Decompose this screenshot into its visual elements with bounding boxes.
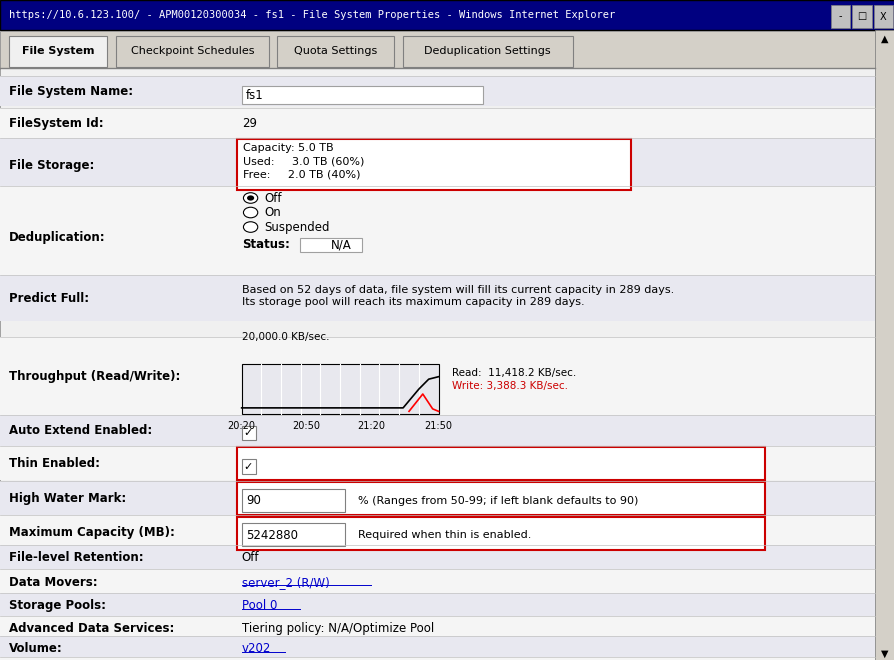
FancyBboxPatch shape xyxy=(0,415,874,446)
Text: Read:  11,418.2 KB/sec.: Read: 11,418.2 KB/sec. xyxy=(451,368,576,378)
Text: FileSystem Id:: FileSystem Id: xyxy=(9,117,104,130)
Text: File System: File System xyxy=(21,46,95,57)
Text: Off: Off xyxy=(264,191,282,205)
Text: % (Ranges from 50-99; if left blank defaults to 90): % (Ranges from 50-99; if left blank defa… xyxy=(358,496,637,506)
FancyBboxPatch shape xyxy=(0,68,874,660)
Text: Off: Off xyxy=(241,551,259,564)
Text: Quota Settings: Quota Settings xyxy=(293,46,377,57)
FancyBboxPatch shape xyxy=(0,138,874,192)
FancyBboxPatch shape xyxy=(0,569,874,595)
Text: High Water Mark:: High Water Mark: xyxy=(9,492,126,505)
Text: Suspended: Suspended xyxy=(264,220,329,234)
FancyBboxPatch shape xyxy=(0,515,874,550)
Text: Deduplication Settings: Deduplication Settings xyxy=(424,46,551,57)
FancyBboxPatch shape xyxy=(237,139,630,190)
Text: fs1: fs1 xyxy=(246,88,264,102)
FancyBboxPatch shape xyxy=(851,5,871,28)
FancyBboxPatch shape xyxy=(241,489,344,512)
Text: Auto Extend Enabled:: Auto Extend Enabled: xyxy=(9,424,152,437)
FancyBboxPatch shape xyxy=(0,275,874,321)
FancyBboxPatch shape xyxy=(0,76,874,106)
FancyBboxPatch shape xyxy=(0,108,874,139)
Text: Capacity: 5.0 TB: Capacity: 5.0 TB xyxy=(243,143,333,153)
FancyBboxPatch shape xyxy=(0,544,874,571)
FancyBboxPatch shape xyxy=(830,5,849,28)
Text: Checkpoint Schedules: Checkpoint Schedules xyxy=(131,46,254,57)
Text: ✓: ✓ xyxy=(243,461,252,472)
Text: Maximum Capacity (MB):: Maximum Capacity (MB): xyxy=(9,526,174,539)
Text: 90: 90 xyxy=(246,494,261,508)
FancyBboxPatch shape xyxy=(241,86,483,104)
Text: Its storage pool will reach its maximum capacity in 289 days.: Its storage pool will reach its maximum … xyxy=(241,297,584,308)
Text: Status:: Status: xyxy=(241,238,289,251)
Circle shape xyxy=(243,222,257,232)
Text: v202: v202 xyxy=(241,642,271,655)
FancyBboxPatch shape xyxy=(0,186,874,289)
Text: Thin Enabled:: Thin Enabled: xyxy=(9,457,100,470)
Text: 21:20: 21:20 xyxy=(358,420,385,431)
Text: Deduplication:: Deduplication: xyxy=(9,231,105,244)
Text: Free:     2.0 TB (40%): Free: 2.0 TB (40%) xyxy=(243,169,360,180)
Text: 20:50: 20:50 xyxy=(292,420,320,431)
Text: Throughput (Read/Write):: Throughput (Read/Write): xyxy=(9,370,180,383)
FancyBboxPatch shape xyxy=(241,426,256,440)
Text: ✓: ✓ xyxy=(243,428,252,438)
Text: server_2 (R/W): server_2 (R/W) xyxy=(241,576,329,589)
FancyBboxPatch shape xyxy=(237,517,764,550)
Text: Storage Pools:: Storage Pools: xyxy=(9,599,105,612)
Text: Volume:: Volume: xyxy=(9,642,63,655)
FancyBboxPatch shape xyxy=(0,636,874,660)
Text: Write: 3,388.3 KB/sec.: Write: 3,388.3 KB/sec. xyxy=(451,381,568,391)
FancyBboxPatch shape xyxy=(873,5,892,28)
Text: □: □ xyxy=(856,11,865,22)
Text: 21:50: 21:50 xyxy=(424,420,452,431)
FancyBboxPatch shape xyxy=(299,238,362,252)
FancyBboxPatch shape xyxy=(0,31,874,69)
Text: Required when thin is enabled.: Required when thin is enabled. xyxy=(358,530,531,541)
FancyBboxPatch shape xyxy=(874,30,894,660)
Circle shape xyxy=(243,207,257,218)
Circle shape xyxy=(247,195,254,201)
FancyBboxPatch shape xyxy=(0,337,874,415)
Text: 20:20: 20:20 xyxy=(227,420,256,431)
Text: Tiering policy: N/A/Optimize Pool: Tiering policy: N/A/Optimize Pool xyxy=(241,622,434,636)
FancyBboxPatch shape xyxy=(0,0,894,30)
FancyBboxPatch shape xyxy=(241,364,438,414)
Text: -: - xyxy=(838,11,841,22)
FancyBboxPatch shape xyxy=(241,459,256,474)
FancyBboxPatch shape xyxy=(9,36,107,67)
Text: Data Movers:: Data Movers: xyxy=(9,576,97,589)
Text: N/A: N/A xyxy=(331,238,351,251)
FancyBboxPatch shape xyxy=(0,481,874,515)
Text: Advanced Data Services:: Advanced Data Services: xyxy=(9,622,174,636)
Text: ▼: ▼ xyxy=(881,648,888,659)
Text: Pool 0: Pool 0 xyxy=(241,599,277,612)
Circle shape xyxy=(243,193,257,203)
Text: 29: 29 xyxy=(241,117,257,130)
Text: On: On xyxy=(264,206,281,219)
Text: https://10.6.123.100/ - APM00120300034 - fs1 - File System Properties - Windows : https://10.6.123.100/ - APM00120300034 -… xyxy=(9,9,614,20)
Text: 5242880: 5242880 xyxy=(246,529,298,542)
FancyBboxPatch shape xyxy=(0,657,874,660)
Text: X: X xyxy=(879,11,886,22)
FancyBboxPatch shape xyxy=(0,593,874,619)
FancyBboxPatch shape xyxy=(0,616,874,642)
FancyBboxPatch shape xyxy=(116,36,268,67)
Text: File Storage:: File Storage: xyxy=(9,158,94,172)
FancyBboxPatch shape xyxy=(0,446,874,480)
FancyBboxPatch shape xyxy=(402,36,572,67)
Text: Based on 52 days of data, file system will fill its current capacity in 289 days: Based on 52 days of data, file system wi… xyxy=(241,285,673,296)
FancyBboxPatch shape xyxy=(241,523,344,546)
Text: File System Name:: File System Name: xyxy=(9,84,133,98)
Text: Predict Full:: Predict Full: xyxy=(9,292,89,305)
FancyBboxPatch shape xyxy=(237,482,764,515)
Text: 20,000.0 KB/sec.: 20,000.0 KB/sec. xyxy=(241,331,329,342)
FancyBboxPatch shape xyxy=(237,447,764,480)
Text: Used:     3.0 TB (60%): Used: 3.0 TB (60%) xyxy=(243,156,365,166)
Text: ▲: ▲ xyxy=(881,33,888,44)
FancyBboxPatch shape xyxy=(277,36,393,67)
Text: File-level Retention:: File-level Retention: xyxy=(9,551,143,564)
